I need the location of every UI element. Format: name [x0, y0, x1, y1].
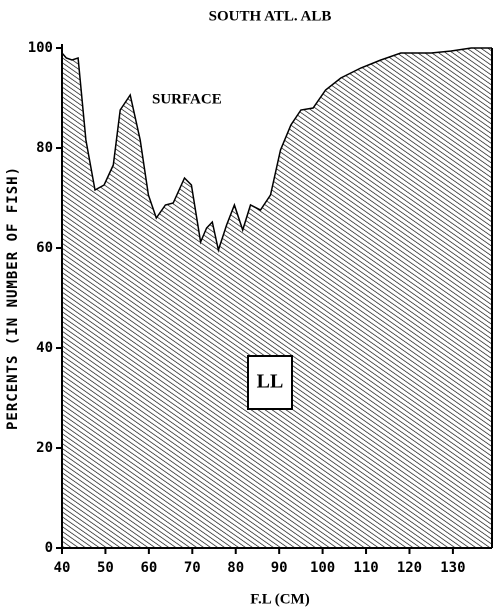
annotation: LL: [257, 371, 284, 393]
y-tick-label: 80: [36, 140, 53, 156]
x-tick-label: 50: [97, 560, 114, 576]
x-tick-label: 120: [397, 560, 422, 576]
y-axis-label: PERCENTS (IN NUMBER OF FISH): [5, 166, 21, 430]
x-tick-label: 40: [54, 560, 71, 576]
x-tick-label: 100: [310, 560, 335, 576]
x-tick-label: 130: [440, 560, 465, 576]
area-outline: [61, 47, 492, 253]
y-tick-label: 60: [36, 240, 53, 256]
chart-title: SOUTH ATL. ALB: [209, 8, 332, 24]
y-tick-label: 40: [36, 340, 53, 356]
y-tick-label: 0: [45, 540, 53, 556]
x-tick-label: 60: [140, 560, 157, 576]
x-tick-label: 90: [271, 560, 288, 576]
x-tick-label: 80: [227, 560, 244, 576]
y-tick-label: 100: [28, 40, 53, 56]
y-tick-label: 20: [36, 440, 53, 456]
x-axis-label: F.L (CM): [250, 591, 309, 607]
x-tick-label: 70: [184, 560, 201, 576]
annotation-box: [247, 355, 293, 410]
x-tick-label: 110: [353, 560, 378, 576]
annotation: SURFACE: [152, 91, 222, 107]
area-fill: [62, 48, 492, 548]
